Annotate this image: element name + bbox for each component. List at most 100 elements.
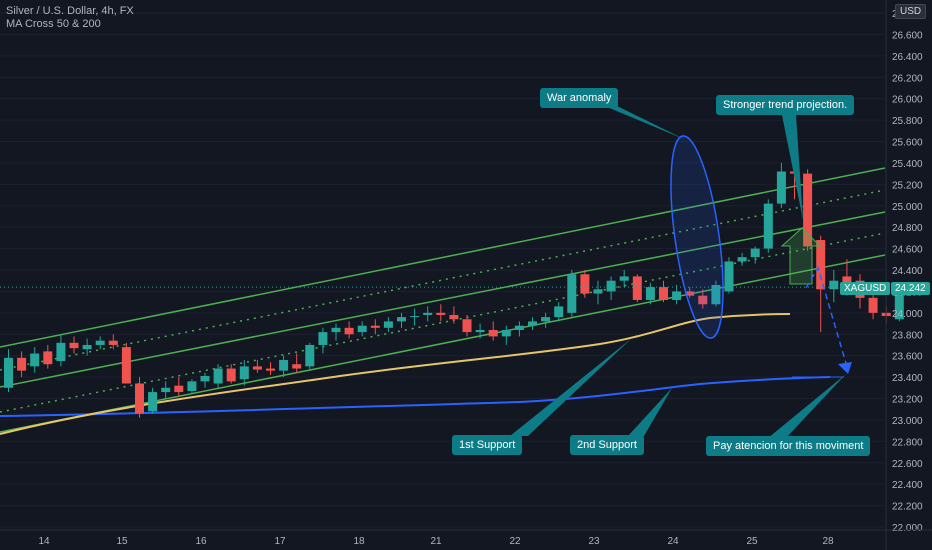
- x-tick-label: 24: [667, 536, 679, 547]
- candle-body: [593, 289, 603, 294]
- candle-body: [462, 319, 472, 333]
- candle-body: [488, 329, 498, 337]
- candle-body: [305, 344, 315, 367]
- candle-body: [776, 171, 786, 204]
- y-tick-label: 23.400: [892, 373, 923, 384]
- candle-body: [56, 342, 66, 362]
- ma200-line: [0, 376, 831, 417]
- x-tick-label: 28: [822, 536, 834, 547]
- y-tick-label: 24.800: [892, 223, 923, 234]
- x-tick-label: 14: [38, 536, 50, 547]
- x-tick-label: 16: [195, 536, 207, 547]
- candle-body: [567, 274, 577, 313]
- candle-body: [252, 366, 262, 370]
- symbol-price-tag: XAGUSD: [840, 282, 891, 295]
- second-support-pointer: [628, 388, 672, 436]
- y-tick-label: 23.800: [892, 330, 923, 341]
- candle-body: [108, 340, 118, 345]
- y-tick-label: 26.000: [892, 95, 923, 106]
- first-support-callout[interactable]: 1st Support: [452, 435, 523, 455]
- y-tick-label: 25.600: [892, 138, 923, 149]
- war-anomaly-callout[interactable]: War anomaly: [540, 88, 619, 108]
- y-tick-label: 23.200: [892, 395, 923, 406]
- y-tick-label: 25.400: [892, 159, 923, 170]
- candle-body: [475, 329, 485, 333]
- candle-body: [292, 364, 302, 369]
- candle-body: [514, 325, 524, 330]
- y-tick-label: 24.400: [892, 266, 923, 277]
- second-support-callout[interactable]: 2nd Support: [570, 435, 644, 455]
- y-tick-label: 26.600: [892, 30, 923, 41]
- candle-body: [331, 327, 341, 333]
- channel-line: [0, 167, 886, 348]
- candle-body: [763, 203, 773, 249]
- channel-line: [0, 211, 886, 388]
- candle-body: [541, 317, 551, 322]
- candle-body: [829, 280, 839, 290]
- candle-body: [174, 385, 184, 393]
- candle-body: [750, 248, 760, 258]
- candle-body: [344, 327, 354, 335]
- chart-legend: Silver / U.S. Dollar, 4h, FX MA Cross 50…: [6, 5, 134, 31]
- candle-body: [17, 357, 27, 371]
- candle-body: [161, 387, 171, 393]
- candle-body: [383, 321, 393, 328]
- candle-body: [816, 240, 826, 290]
- candle-body: [69, 342, 79, 349]
- candle-body: [318, 332, 328, 345]
- candle-body: [423, 312, 433, 315]
- candle-body: [501, 329, 511, 337]
- candle-body: [672, 291, 682, 300]
- candle-body: [449, 314, 459, 320]
- stronger-trend-callout[interactable]: Stronger trend projection.: [716, 95, 855, 115]
- candle-body: [357, 325, 367, 333]
- x-tick-label: 21: [430, 536, 442, 547]
- candle-body: [698, 295, 708, 305]
- candle-body: [226, 368, 236, 382]
- y-tick-label: 22.200: [892, 502, 923, 513]
- candle-body: [266, 368, 275, 371]
- y-tick-label: 24.600: [892, 245, 923, 256]
- candle-body: [803, 173, 813, 247]
- candle-body: [43, 351, 53, 365]
- last-price-tag: 24.242: [891, 282, 930, 295]
- candle-body: [95, 340, 105, 345]
- pay-attention-pointer: [768, 374, 846, 438]
- candle-body: [645, 287, 655, 300]
- first-support-pointer: [510, 338, 632, 436]
- candle-body: [410, 316, 420, 318]
- x-tick-label: 23: [588, 536, 600, 547]
- war-anomaly-pointer: [600, 104, 686, 140]
- candle-body: [606, 280, 616, 292]
- x-tick-label: 25: [746, 536, 758, 547]
- candle-body: [187, 381, 197, 392]
- candle-body: [868, 297, 878, 313]
- x-tick-label: 15: [116, 536, 128, 547]
- stronger-trend-pointer: [782, 115, 803, 220]
- pay-attention-callout[interactable]: Pay atencion for this moviment: [706, 436, 871, 456]
- currency-badge[interactable]: USD: [895, 4, 927, 19]
- candle-body: [737, 257, 747, 262]
- candle-body: [724, 261, 734, 292]
- y-tick-label: 26.200: [892, 73, 923, 84]
- candle-body: [842, 276, 852, 283]
- candle-body: [213, 368, 223, 384]
- y-tick-label: 24.000: [892, 309, 923, 320]
- candle-body: [82, 344, 92, 350]
- y-tick-label: 22.000: [892, 523, 923, 534]
- candle-body: [30, 353, 40, 367]
- candle-body: [436, 312, 446, 315]
- symbol-title[interactable]: Silver / U.S. Dollar, 4h, FX: [6, 5, 134, 17]
- y-tick-label: 26.400: [892, 52, 923, 63]
- candle-body: [528, 321, 537, 326]
- x-tick-label: 22: [509, 536, 521, 547]
- indicator-label[interactable]: MA Cross 50 & 200: [6, 18, 101, 30]
- candle-body: [554, 306, 564, 318]
- candle-body: [685, 291, 695, 296]
- candle-body: [711, 284, 721, 305]
- y-tick-label: 22.400: [892, 480, 923, 491]
- candle-body: [279, 359, 289, 371]
- channel-line: [0, 254, 886, 433]
- y-tick-label: 25.800: [892, 116, 923, 127]
